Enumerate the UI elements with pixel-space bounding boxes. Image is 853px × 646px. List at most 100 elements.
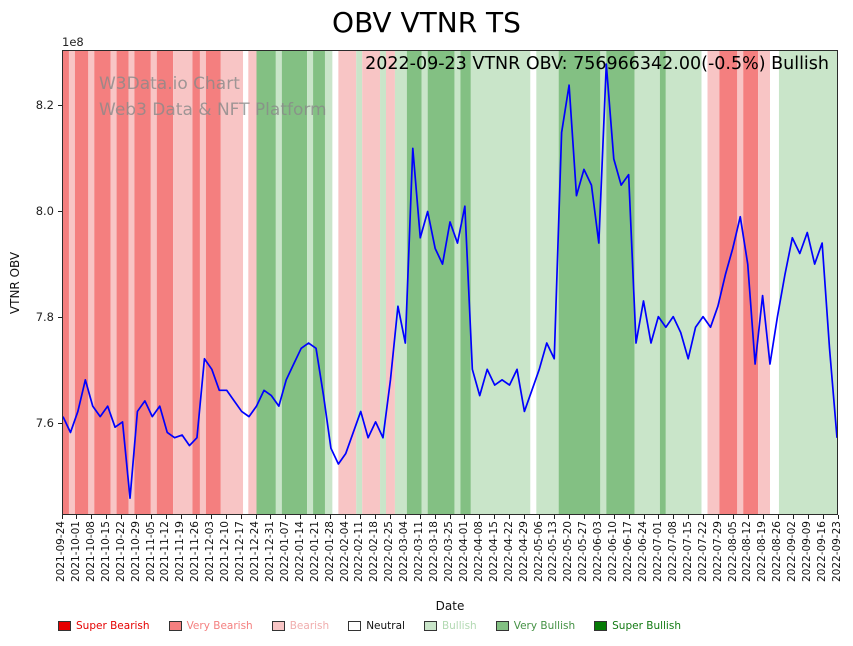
- legend-item-very-bearish: Very Bearish: [168, 620, 253, 632]
- x-tick-mark: [374, 515, 376, 519]
- regime-band-very-bearish: [192, 51, 200, 514]
- y-tick-label: 7.8: [35, 309, 54, 324]
- x-tick-mark: [61, 515, 63, 519]
- legend-item-very-bullish: Very Bullish: [495, 620, 576, 632]
- x-tick-label: 2021-11-12: [159, 521, 172, 583]
- x-tick-label: 2022-04-01: [457, 521, 470, 583]
- x-tick-mark: [598, 515, 600, 519]
- x-tick-mark: [494, 515, 496, 519]
- x-tick-label: 2021-12-31: [263, 521, 276, 583]
- legend-item-neutral: Neutral: [348, 620, 405, 632]
- y-tick-label: 7.6: [35, 415, 54, 430]
- x-tick-label: 2022-02-11: [353, 521, 366, 583]
- legend-swatch: [423, 621, 437, 631]
- x-tick-mark: [568, 515, 570, 519]
- x-tick-mark: [673, 515, 675, 519]
- x-tick-label: 2022-01-21: [308, 521, 321, 583]
- legend-item-bullish: Bullish: [423, 620, 477, 632]
- x-tick-mark: [359, 515, 361, 519]
- plot-area: W3Data.io Chart Web3 Data & NFT Platform…: [62, 50, 838, 515]
- x-tick-label: 2022-05-13: [547, 521, 560, 583]
- x-tick-mark: [76, 515, 78, 519]
- x-tick-label: 2022-03-11: [413, 521, 426, 583]
- regime-band-bearish: [362, 51, 381, 514]
- legend-item-bearish: Bearish: [271, 620, 329, 632]
- regime-band-bearish: [707, 51, 720, 514]
- x-tick-label: 2022-01-14: [293, 521, 306, 583]
- legend-swatch: [594, 621, 608, 631]
- x-tick-label: 2022-09-16: [816, 521, 829, 583]
- y-tick-mark: [58, 211, 62, 213]
- legend-swatch: [348, 621, 362, 631]
- x-tick-mark: [210, 515, 212, 519]
- regime-band-bullish: [356, 51, 363, 514]
- x-tick-mark: [628, 515, 630, 519]
- regime-band-bearish: [88, 51, 95, 514]
- regime-band-neutral: [332, 51, 339, 514]
- x-tick-label: 2021-10-22: [114, 521, 127, 583]
- x-tick-mark: [464, 515, 466, 519]
- x-tick-mark: [315, 515, 317, 519]
- x-tick-mark: [524, 515, 526, 519]
- regime-band-bearish: [338, 51, 357, 514]
- x-tick-mark: [91, 515, 93, 519]
- regime-band-bearish: [68, 51, 75, 514]
- x-tick-label: 2022-08-12: [741, 521, 754, 583]
- x-tick-label: 2021-09-24: [55, 521, 67, 583]
- x-tick-label: 2021-12-03: [204, 521, 217, 583]
- x-tick-label: 2022-04-08: [472, 521, 485, 583]
- y-axis-label: VTNR OBV: [8, 251, 22, 315]
- regime-band-bearish: [199, 51, 206, 514]
- regime-band-very-bullish: [427, 51, 455, 514]
- x-tick-label: 2022-05-06: [532, 521, 545, 583]
- regime-band-bullish: [470, 51, 531, 514]
- regime-band-very-bullish: [256, 51, 276, 514]
- x-tick-label: 2022-02-25: [383, 521, 396, 583]
- y-tick-label: 8.2: [35, 98, 54, 113]
- x-tick-label: 2021-12-24: [249, 521, 261, 583]
- x-tick-mark: [747, 515, 749, 519]
- x-tick-label: 2021-11-19: [174, 521, 187, 583]
- regime-band-bullish: [536, 51, 559, 514]
- x-tick-label: 2022-07-22: [696, 521, 709, 583]
- x-tick-mark: [404, 515, 406, 519]
- regime-band-very-bearish: [156, 51, 174, 514]
- regime-band-neutral: [770, 51, 779, 514]
- regime-band-very-bearish: [743, 51, 759, 514]
- regime-band-very-bearish: [134, 51, 151, 514]
- legend-swatch: [58, 621, 71, 631]
- x-tick-label: 2022-06-10: [607, 521, 620, 583]
- x-tick-mark: [479, 515, 481, 519]
- x-axis-label: Date: [435, 599, 465, 613]
- legend-swatch: [168, 621, 182, 631]
- regime-band-bearish: [150, 51, 157, 514]
- x-tick-mark: [539, 515, 541, 519]
- x-tick-mark: [733, 515, 735, 519]
- x-tick-mark: [777, 515, 779, 519]
- x-tick-label: 2022-05-27: [577, 521, 590, 583]
- obv-line: [63, 63, 837, 500]
- legend-label: Super Bullish: [612, 620, 681, 632]
- x-tick-mark: [434, 515, 436, 519]
- regime-band-very-bullish: [313, 51, 325, 514]
- x-tick-label: 2022-08-26: [771, 521, 784, 583]
- x-tick-label: 2022-08-05: [726, 521, 739, 583]
- x-tick-label: 2022-06-17: [622, 521, 635, 583]
- regime-band-bearish: [220, 51, 244, 514]
- x-tick-mark: [703, 515, 705, 519]
- regime-band-bearish: [110, 51, 117, 514]
- legend-label: Very Bullish: [513, 620, 576, 632]
- x-tick-mark: [330, 515, 332, 519]
- legend-swatch: [271, 621, 285, 631]
- legend-label: Neutral: [366, 620, 405, 632]
- regime-band-bullish: [454, 51, 461, 514]
- x-tick-mark: [762, 515, 764, 519]
- x-tick-mark: [419, 515, 421, 519]
- x-tick-mark: [345, 515, 347, 519]
- x-tick-mark: [240, 515, 242, 519]
- y-tick-label: 8.0: [35, 204, 54, 219]
- legend-label: Bullish: [441, 620, 477, 632]
- y-axis-offset-text: 1e8: [62, 35, 84, 49]
- x-tick-mark: [106, 515, 108, 519]
- regime-band-very-bearish: [116, 51, 129, 514]
